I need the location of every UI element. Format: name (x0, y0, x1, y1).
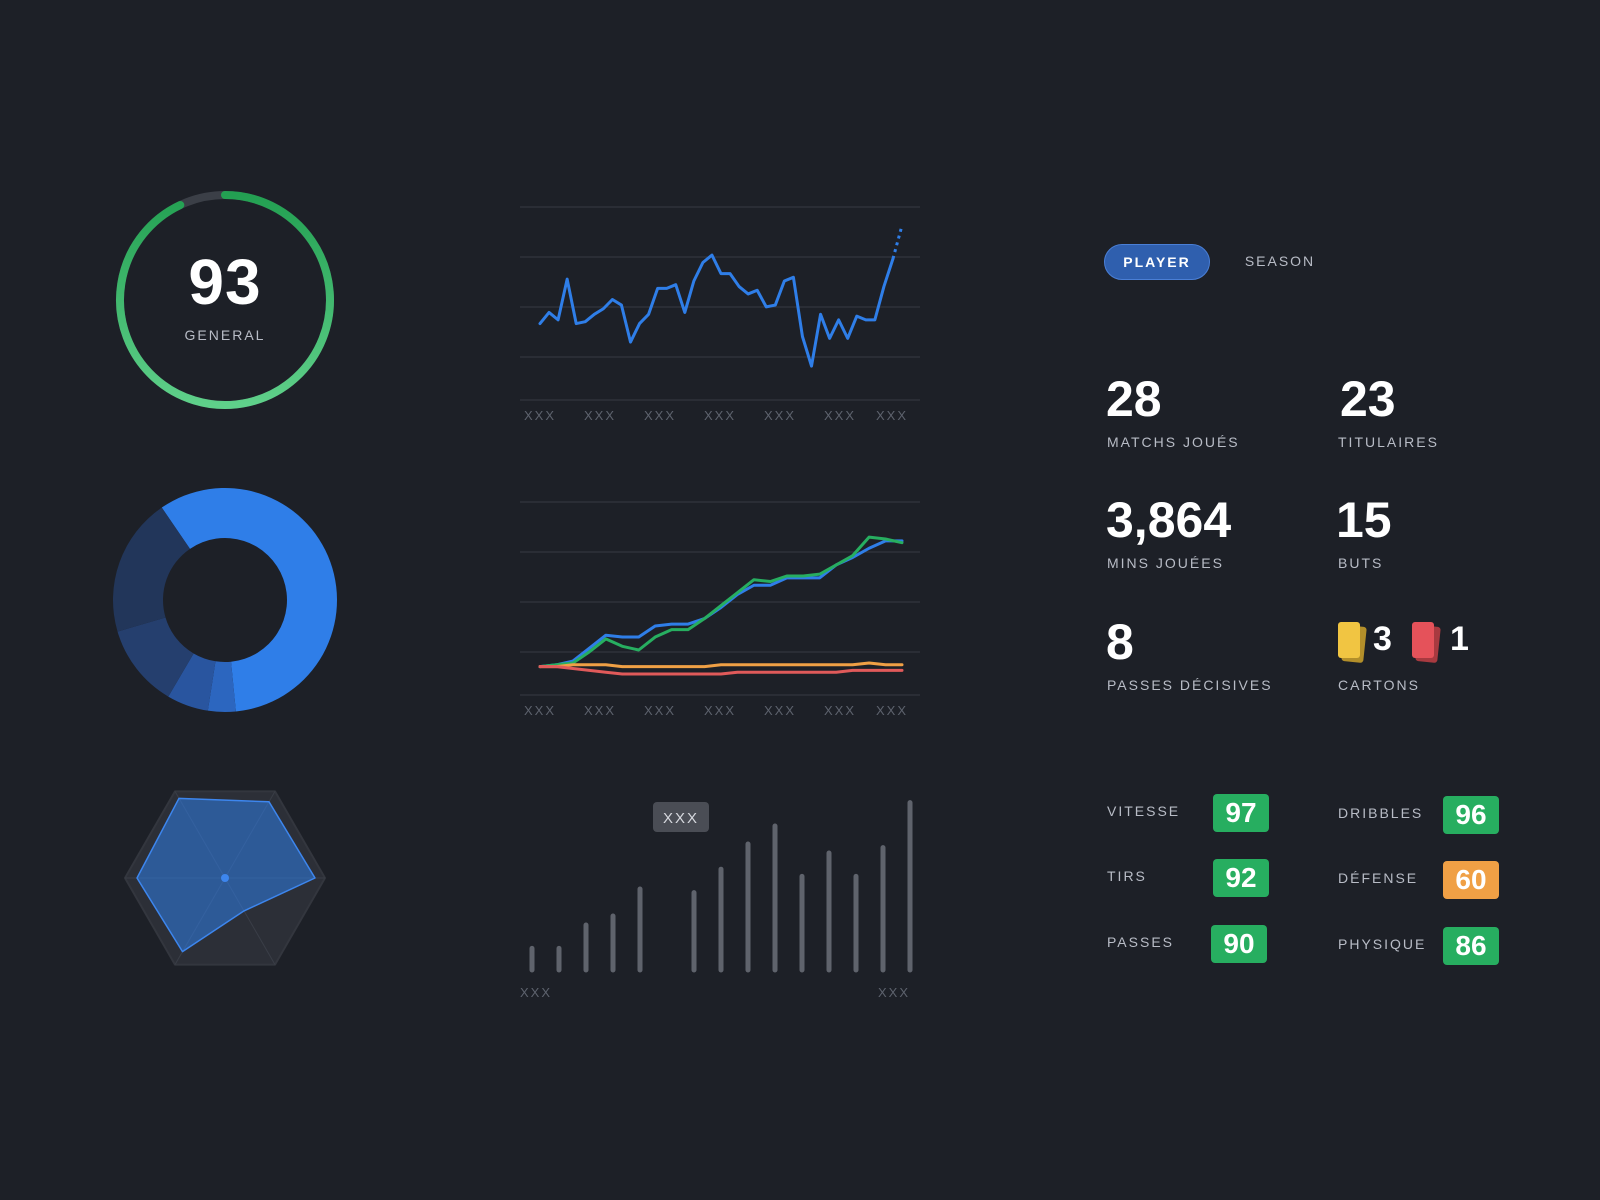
yellow-card-icon (1338, 622, 1368, 664)
donut-slice (113, 507, 190, 632)
x-tick-label: XXX (876, 408, 908, 423)
bar-tooltip-label: XXX (663, 810, 699, 827)
assists-value: 8 (1106, 614, 1134, 670)
general-rating-label: GENERAL (184, 327, 266, 343)
general-rating-value: 93 (188, 246, 262, 318)
x-tick-label: XXX (524, 703, 556, 718)
series-line-projection (891, 225, 904, 260)
x-tick-label: XXX (824, 703, 856, 718)
radar-chart (124, 790, 326, 966)
attribute-badge-passing: 90 (1211, 925, 1267, 963)
attribute-label-speed: VITESSE (1107, 803, 1181, 819)
attribute-badge-shooting: 92 (1213, 859, 1269, 897)
attribute-label-shooting: TIRS (1107, 868, 1147, 884)
x-tick-label: XXX (520, 985, 552, 1000)
line-chart-performance: XXX XXX XXX XXX XXX XXX XXX (520, 206, 920, 423)
attribute-label-physical: PHYSIQUE (1338, 936, 1427, 952)
series-line (538, 661, 904, 669)
donut-slice (161, 488, 337, 712)
x-tick-label: XXX (824, 408, 856, 423)
x-tick-label: XXX (644, 408, 676, 423)
line-chart-comparison: XXX XXX XXX XXX XXX XXX XXX (520, 501, 920, 718)
x-tick-label: XXX (704, 408, 736, 423)
attribute-label-passing: PASSES (1107, 934, 1174, 950)
x-tick-label: XXX (704, 703, 736, 718)
yellow-cards-count: 3 (1373, 620, 1392, 658)
attribute-label-dribbling: DRIBBLES (1338, 805, 1424, 821)
matches-played-label: MATCHS JOUÉS (1107, 434, 1240, 450)
x-tick-label: XXX (764, 703, 796, 718)
x-tick-label: XXX (878, 985, 910, 1000)
red-card-icon (1412, 622, 1442, 664)
goals-value: 15 (1336, 492, 1392, 548)
series-line (538, 665, 904, 676)
radar-center-point (221, 874, 229, 882)
cards-label: CARTONS (1338, 677, 1420, 693)
x-tick-label: XXX (584, 408, 616, 423)
donut-slice (207, 661, 236, 712)
x-tick-label: XXX (644, 703, 676, 718)
starters-label: TITULAIRES (1338, 434, 1439, 450)
bar-tooltip: XXX (653, 802, 709, 832)
donut-slice (168, 653, 216, 711)
attribute-badge-speed: 97 (1213, 794, 1269, 832)
minutes-played-label: MINS JOUÉES (1107, 555, 1224, 571)
red-cards-count: 1 (1450, 620, 1469, 658)
series-line (538, 535, 904, 669)
x-tick-label: XXX (584, 703, 616, 718)
goals-label: BUTS (1338, 555, 1384, 571)
attribute-label-defense: DÉFENSE (1338, 870, 1419, 886)
starters-value: 23 (1340, 371, 1396, 427)
donut-slice (117, 617, 194, 697)
assists-label: PASSES DÉCISIVES (1107, 677, 1273, 693)
tab-player[interactable]: PLAYER (1104, 244, 1210, 280)
attribute-badge-defense: 60 (1443, 861, 1499, 899)
x-tick-label: XXX (764, 408, 796, 423)
attribute-badge-dribbling: 96 (1443, 796, 1499, 834)
bar-chart: XXX XXX XXX (520, 800, 913, 1000)
matches-played-value: 28 (1106, 371, 1162, 427)
x-tick-label: XXX (876, 703, 908, 718)
minutes-played-value: 3,864 (1106, 492, 1232, 548)
attribute-badge-physical: 86 (1443, 927, 1499, 965)
general-rating-gauge (116, 191, 334, 409)
donut-chart (113, 488, 337, 712)
tab-season[interactable]: SEASON (1244, 253, 1316, 269)
series-line (538, 253, 895, 368)
x-tick-label: XXX (524, 408, 556, 423)
gauge-progress-arc (116, 191, 334, 409)
